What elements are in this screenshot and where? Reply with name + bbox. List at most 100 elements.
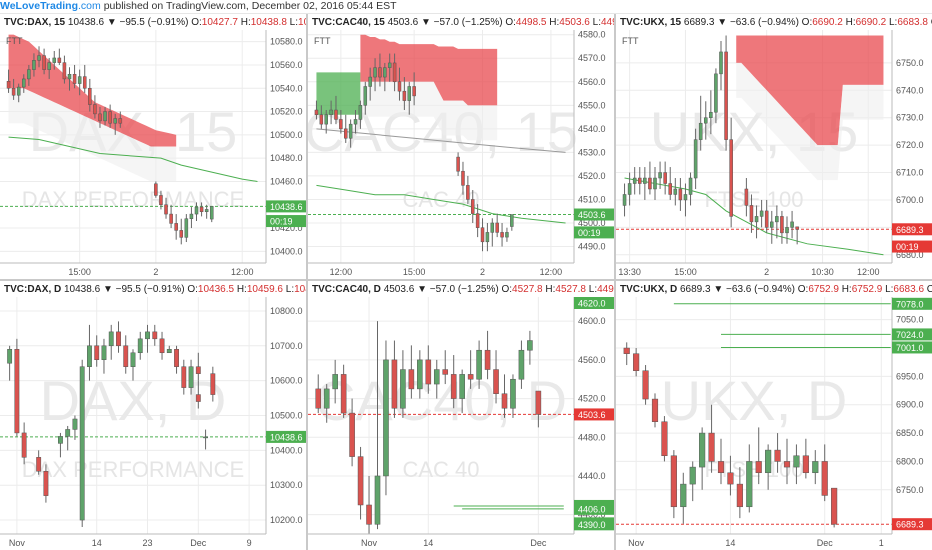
y-tick-label: 10500.0 (270, 411, 303, 421)
panel-divider-horizontal[interactable] (0, 279, 932, 281)
candle-down (633, 353, 640, 371)
candle-up (790, 221, 794, 228)
candle-down (152, 331, 158, 340)
candle-down (340, 374, 347, 414)
candle-up (79, 366, 85, 521)
candle-down (159, 338, 165, 354)
brand-name[interactable]: WeLoveTrading (0, 0, 78, 12)
panel-divider-vertical[interactable] (614, 14, 616, 550)
candle-down (164, 204, 168, 215)
candle-up (688, 177, 693, 195)
chart-header: TVC:UKX, 15 6689.3 ▼ −63.6 (−0.94%) O:66… (620, 17, 932, 28)
candle-down (831, 487, 838, 525)
chart-dax-daily[interactable]: DAX, D DAX PERFORMANCE 10200.0 10300.0 10400… (0, 281, 306, 550)
candle-up (7, 349, 13, 364)
y-tick-label: 10200.0 (270, 515, 303, 525)
candle-down (181, 366, 187, 388)
price-label-text: 4390.0 (578, 520, 606, 530)
price-label-box (574, 408, 614, 421)
candle-up (348, 123, 353, 139)
x-tick-label: Dec (190, 538, 207, 548)
candle-down (43, 471, 49, 496)
price-label-text: 4620.0 (578, 299, 606, 309)
candle-up (87, 345, 92, 367)
x-tick-label: 10:30 (811, 267, 834, 277)
candle-up (32, 60, 36, 70)
candle-down (663, 172, 667, 184)
y-tick-label: 10540.0 (270, 83, 303, 93)
chart-header: TVC:CAC40, D 4503.6 ▼ −57.0 (−1.25%) O:4… (312, 284, 614, 295)
price-label-text: 00:19 (896, 242, 919, 252)
candle-down (392, 62, 397, 83)
ichimoku-cloud-bearish (360, 34, 498, 106)
candle-up (16, 86, 21, 96)
y-tick-label: 4510.0 (578, 194, 606, 204)
panel-divider-vertical[interactable] (306, 14, 308, 550)
candle-up (37, 55, 41, 61)
ichimoku-cloud-bearish (736, 35, 884, 146)
candle-down (466, 185, 470, 200)
candle-up (358, 105, 363, 120)
candle-down (339, 119, 343, 130)
candle-down (456, 156, 460, 172)
candle-up (703, 117, 708, 124)
candle-up (58, 436, 63, 444)
candle-down (397, 81, 402, 92)
chart-header: TVC:DAX, D 10438.6 ▼ −95.5 (−0.91%) O:10… (4, 284, 306, 295)
chart-header: TVC:DAX, 15 10438.6 ▼ −95.5 (−0.91%) O:1… (4, 17, 306, 28)
price-label-box (892, 223, 932, 236)
candle-up (812, 461, 819, 474)
candle-up (67, 74, 72, 80)
candle-up (754, 216, 759, 223)
candle-down (493, 369, 499, 394)
candle-up (476, 349, 482, 380)
candle-up (699, 432, 706, 468)
candle-down (729, 139, 733, 217)
candle-up (417, 359, 423, 390)
candle-down (72, 74, 77, 84)
candle-down (661, 421, 668, 457)
y-tick-label: 4550.0 (578, 100, 606, 110)
watermark-subtitle: FTSE 100 (704, 187, 803, 212)
price-label-box (574, 226, 614, 239)
candle-up (374, 475, 381, 525)
chart-header: TVC:UKX, D 6689.3 ▼ −63.6 (−0.94%) O:675… (620, 284, 932, 295)
candle-down (319, 114, 324, 125)
y-tick-label: 6900.0 (896, 400, 924, 410)
candle-down (42, 55, 46, 70)
candle-up (689, 466, 696, 485)
x-tick-label: Nov (361, 538, 378, 548)
brand-suffix[interactable]: .com (78, 0, 101, 12)
candle-down (648, 177, 652, 190)
chart-cac40-15[interactable]: CAC40, 15 CAC 40 4490.0 4500.0 4510.0 4520.0 4… (308, 14, 614, 279)
watermark-subtitle: DAX PERFORMANCE (22, 457, 244, 482)
chart-ukx-daily[interactable]: UKX, D FTSE 100 6750.0 6800.0 6850.0 6900.0 69… (616, 281, 932, 550)
candle-down (195, 366, 201, 374)
candle-up (130, 352, 136, 367)
price-label-box (892, 341, 932, 354)
candle-up (363, 86, 368, 106)
candle-up (653, 177, 657, 190)
x-tick-label: 2 (153, 267, 158, 277)
candle-down (108, 111, 112, 124)
ichimoku-cloud-bullish (316, 72, 361, 115)
candle-up (324, 114, 328, 125)
x-tick-label: 2 (480, 267, 485, 277)
indicator-line (316, 128, 566, 153)
candle-up (632, 177, 637, 184)
candle-down (62, 62, 67, 80)
price-label-text: 4503.6 (578, 410, 606, 420)
candle-down (314, 109, 319, 115)
candle-down (14, 349, 20, 434)
price-label-text: 7024.0 (896, 330, 924, 340)
y-tick-label: 6730.0 (896, 113, 924, 123)
indicator-badge: FTT (6, 36, 23, 46)
candle-up (383, 359, 389, 477)
candle-up (627, 183, 632, 195)
candle-down (159, 195, 163, 205)
candle-down (179, 230, 184, 238)
